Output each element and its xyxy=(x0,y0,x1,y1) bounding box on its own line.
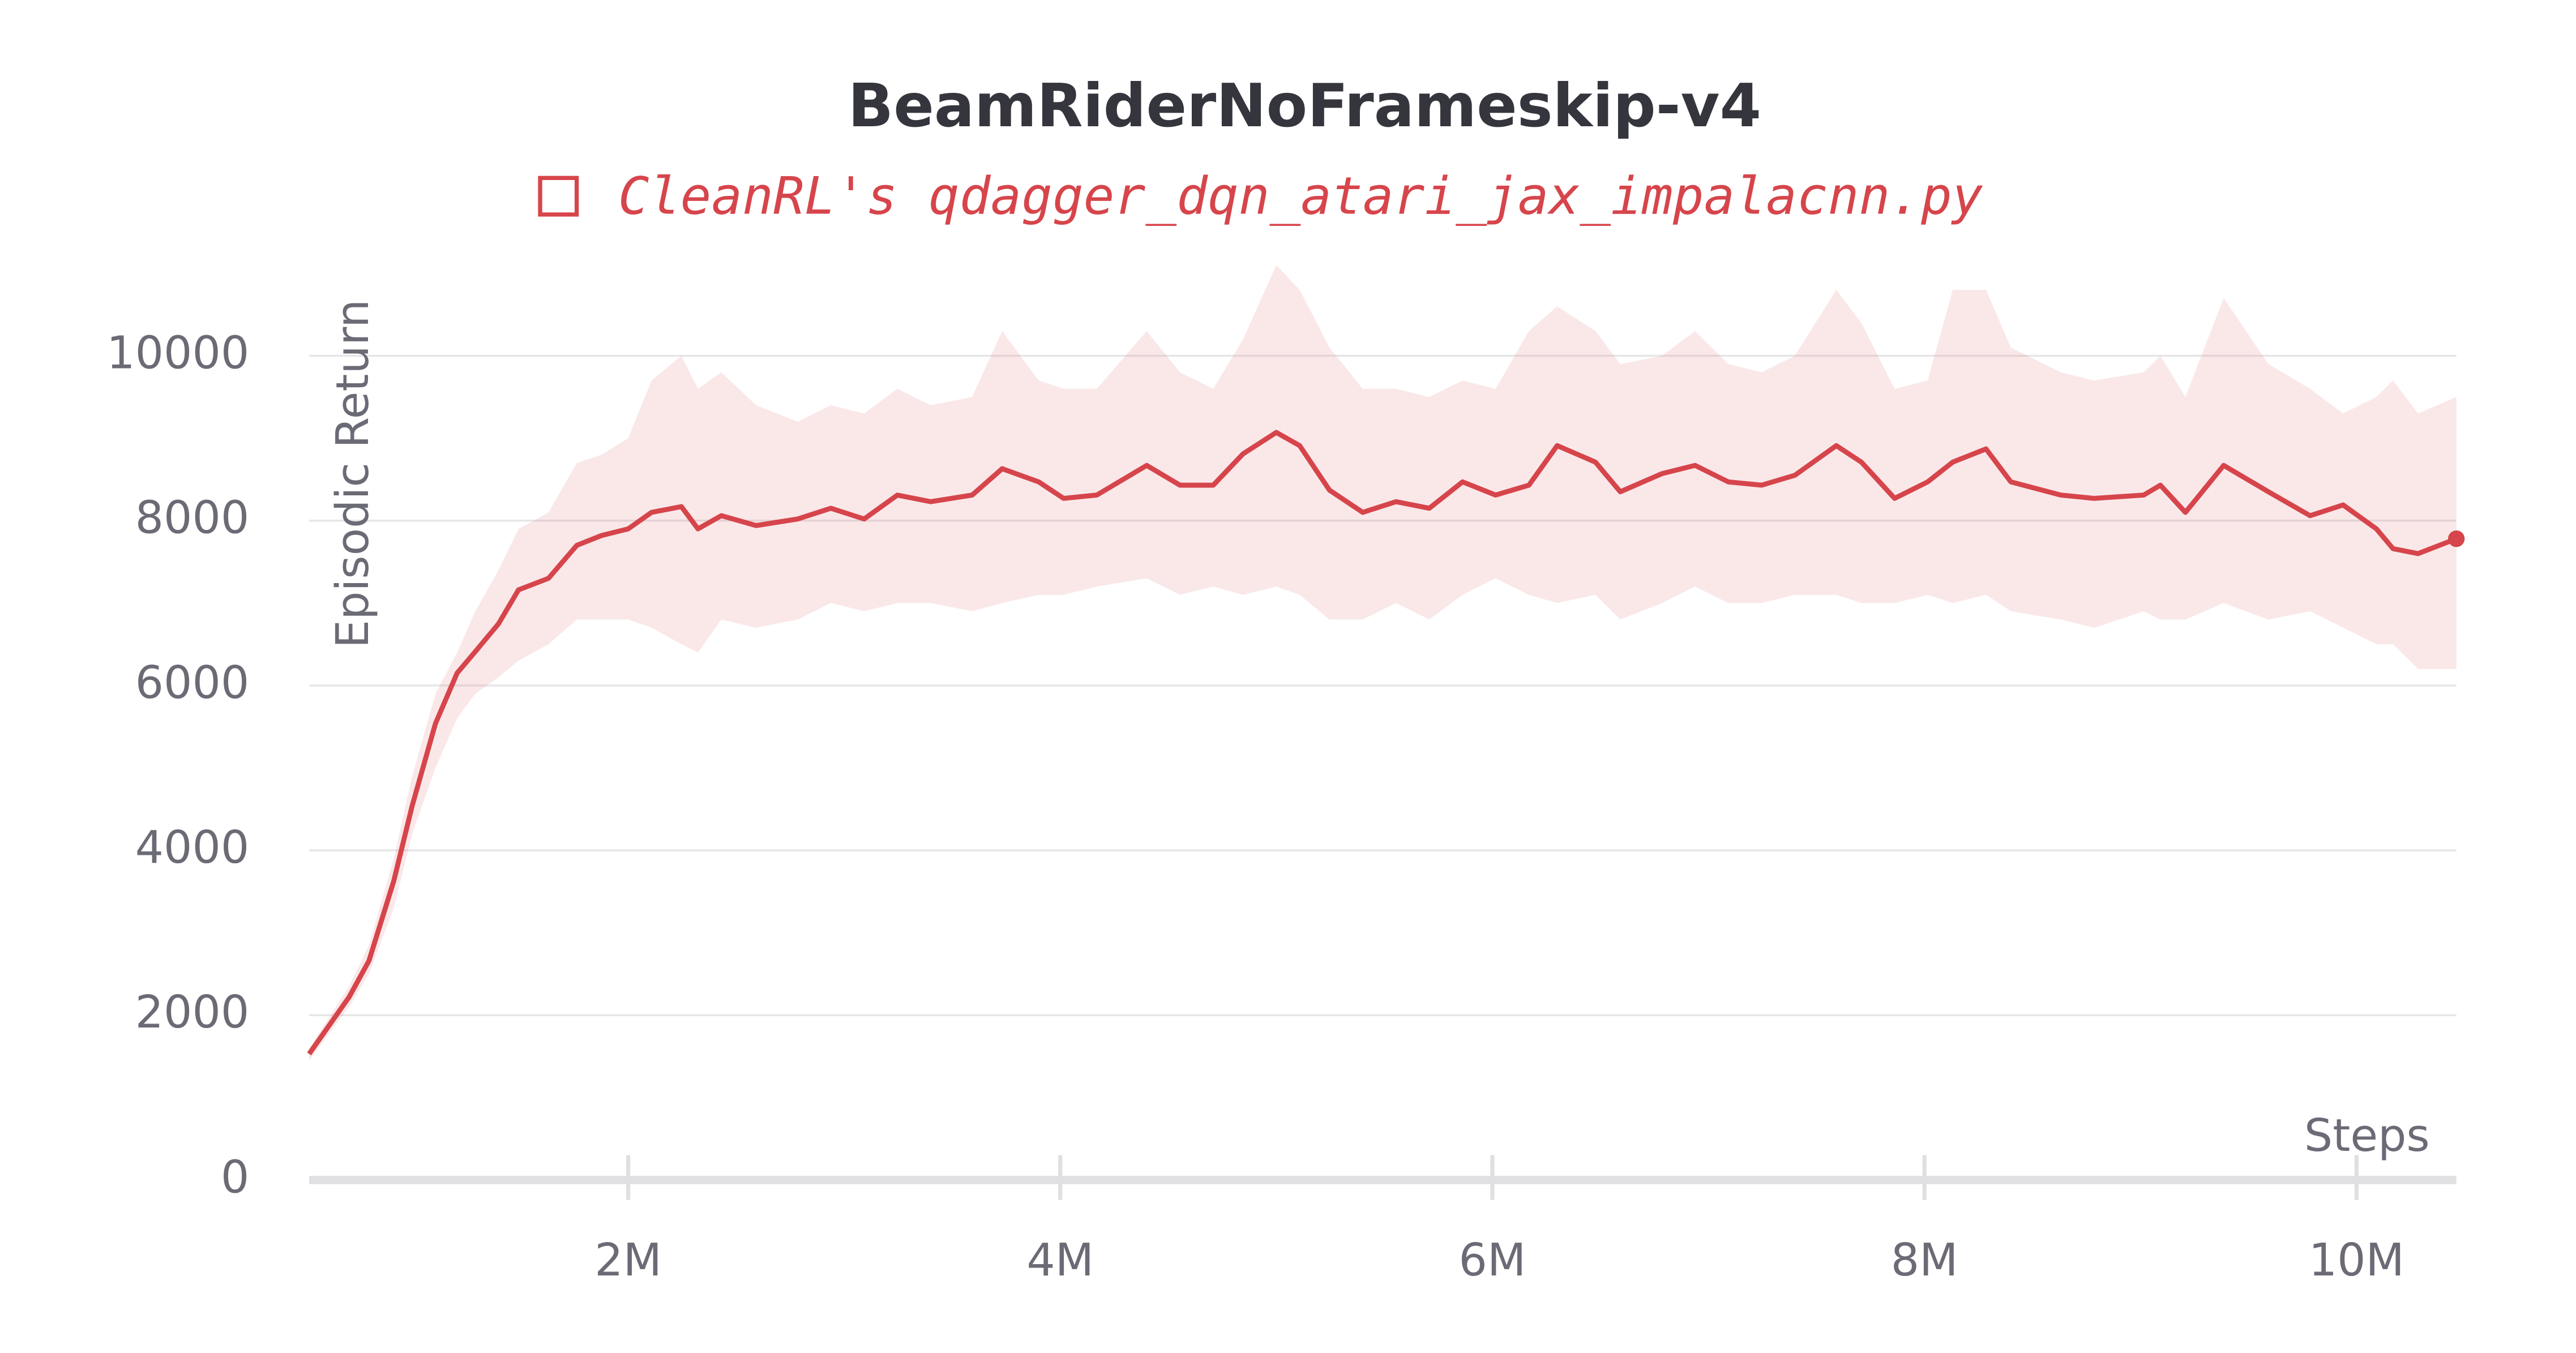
y-tick-label: 10000 xyxy=(106,326,249,379)
y-tick-label: 8000 xyxy=(135,491,250,544)
legend-label: CleanRL's qdagger_dqn_atari_jax_impalacn… xyxy=(618,166,1983,226)
x-tick-label: 6M xyxy=(1459,1234,1526,1286)
x-axis-label: Steps xyxy=(2304,1109,2430,1162)
x-tick-label: 10M xyxy=(2309,1234,2404,1286)
y-tick-label: 4000 xyxy=(135,821,250,874)
x-tick-label: 4M xyxy=(1026,1234,1094,1286)
y-axis-label: Episodic Return xyxy=(326,299,379,648)
end-point xyxy=(2447,530,2465,547)
chart-title: BeamRiderNoFrameskip-v4 xyxy=(848,71,1761,140)
band xyxy=(309,265,2457,1061)
legend-marker xyxy=(538,175,579,217)
x-tick-label: 8M xyxy=(1891,1234,1958,1286)
y-tick-label: 6000 xyxy=(135,656,250,709)
line xyxy=(307,430,2458,1056)
y-tick-label: 0 xyxy=(221,1150,249,1203)
y-tick-label: 2000 xyxy=(135,986,250,1038)
x-tick-label: 2M xyxy=(594,1234,662,1286)
